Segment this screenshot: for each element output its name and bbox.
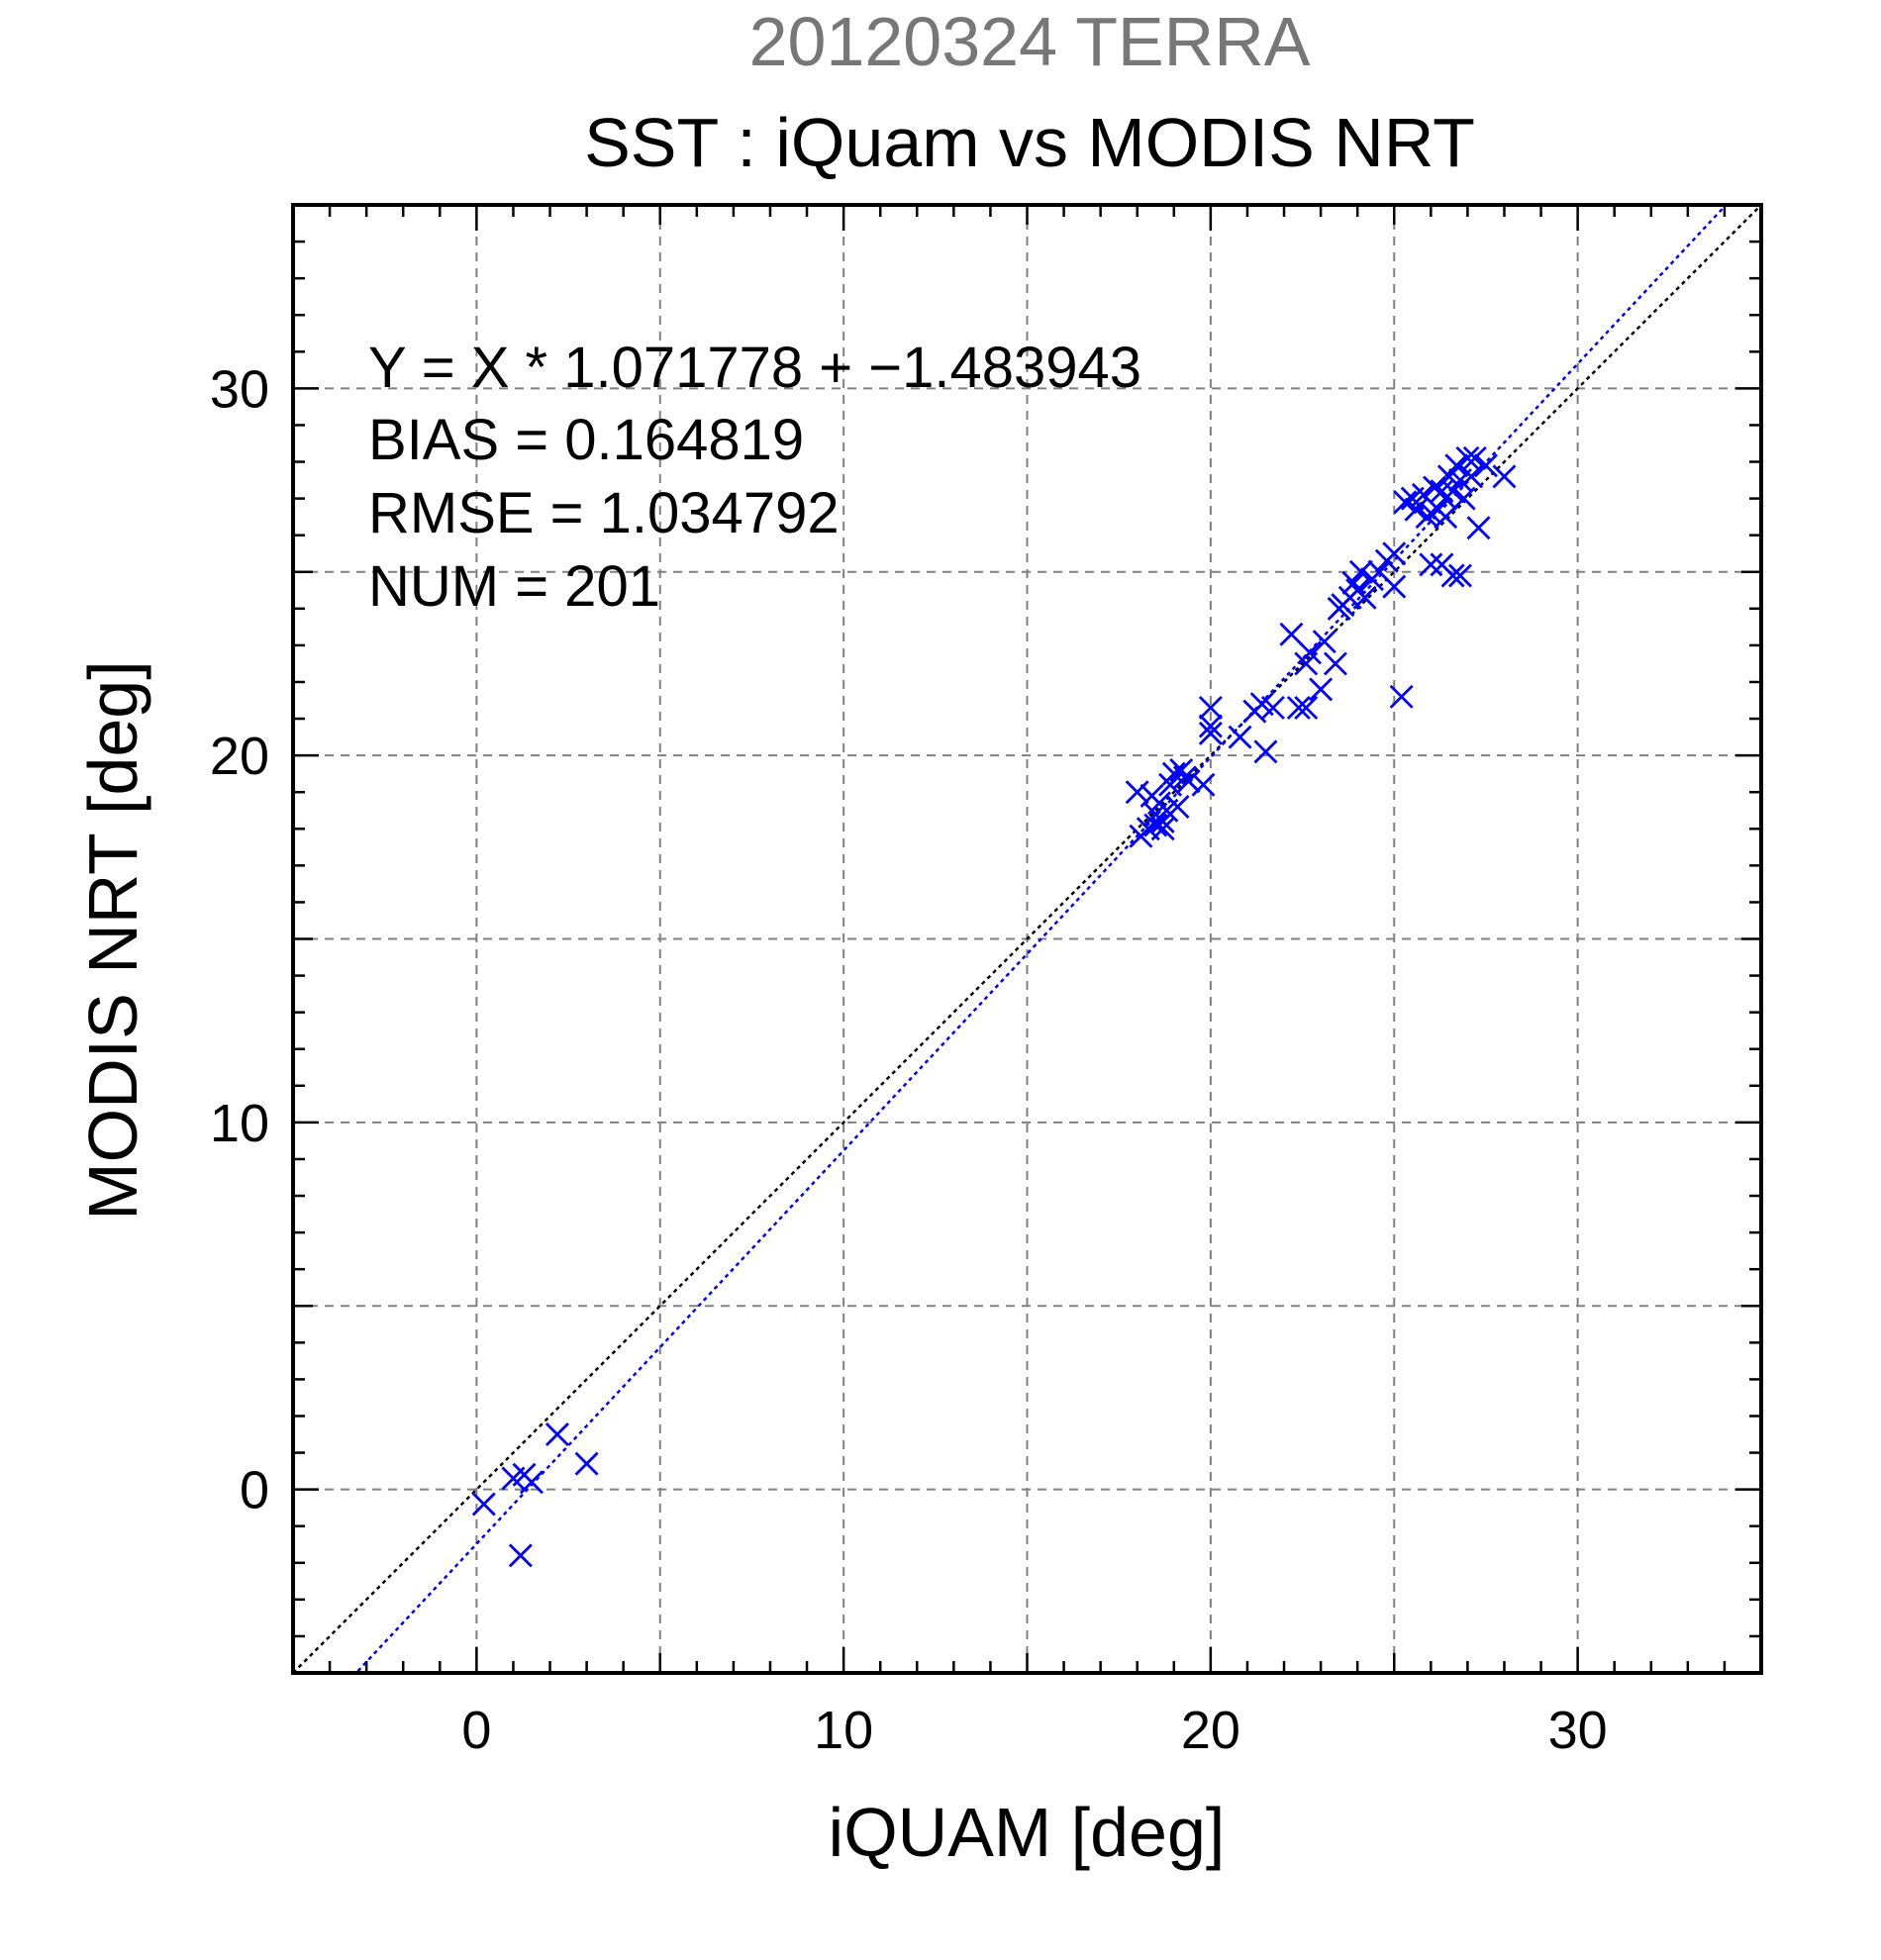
data-point — [1466, 516, 1491, 540]
data-point — [1253, 739, 1278, 764]
data-point — [1143, 813, 1168, 837]
regression-line — [354, 205, 1729, 1673]
data-point — [1447, 563, 1472, 588]
data-point — [1393, 490, 1418, 515]
data-point — [1286, 695, 1311, 720]
data-point — [519, 1470, 544, 1495]
regression-equation: Y = X * 1.071778 + −1.483943 — [368, 336, 1141, 400]
data-point — [1125, 780, 1149, 805]
data-point — [1444, 453, 1469, 478]
data-point — [1198, 714, 1223, 738]
data-point — [1352, 585, 1377, 610]
reference-lines — [293, 205, 1761, 1673]
data-point — [544, 1422, 569, 1446]
data-point — [1451, 486, 1476, 511]
chart-title: SST : iQuam vs MODIS NRT — [584, 104, 1475, 181]
data-point — [1341, 570, 1366, 595]
data-point — [1473, 453, 1498, 478]
data-point — [1415, 505, 1439, 530]
data-point — [1312, 630, 1336, 654]
x-tick-label: 10 — [814, 1701, 873, 1760]
y-tick-labels: 0 10 20 30 — [210, 359, 269, 1519]
grid — [293, 205, 1761, 1673]
plot-frame — [291, 203, 1763, 1675]
data-point — [1404, 497, 1429, 522]
data-point — [574, 1451, 599, 1476]
data-point — [1430, 479, 1454, 504]
data-point — [1279, 622, 1304, 646]
data-point — [1198, 695, 1223, 720]
data-point — [1165, 795, 1190, 820]
x-tick-label: 20 — [1181, 1701, 1240, 1760]
data-point — [508, 1543, 533, 1568]
data-points — [471, 445, 1517, 1568]
x-tick-label: 30 — [1548, 1701, 1608, 1760]
rmse-value: RMSE = 1.034792 — [368, 481, 840, 545]
identity-line — [293, 205, 1761, 1673]
data-point — [1198, 721, 1223, 745]
x-axis-label: iQUAM [deg] — [829, 1794, 1226, 1871]
data-point — [1455, 445, 1480, 470]
data-point — [1462, 445, 1487, 470]
x-tick-label: 0 — [461, 1701, 491, 1760]
data-point — [1348, 559, 1373, 584]
data-point — [471, 1492, 496, 1517]
data-point — [1176, 769, 1201, 794]
data-point — [1459, 464, 1484, 489]
data-point — [1228, 725, 1252, 749]
data-point — [1309, 677, 1334, 702]
data-point — [1440, 479, 1465, 504]
y-tick-label: 20 — [210, 727, 269, 786]
data-point — [1297, 640, 1322, 665]
bias-value: BIAS = 0.164819 — [368, 408, 804, 472]
y-tick-label: 10 — [210, 1094, 269, 1153]
data-point — [1294, 695, 1319, 720]
y-tick-label: 0 — [240, 1461, 269, 1520]
data-point — [1389, 684, 1414, 709]
data-point — [1260, 695, 1285, 720]
data-point — [1430, 552, 1454, 577]
data-point — [1419, 552, 1443, 577]
data-point — [1323, 651, 1347, 676]
x-tick-labels: 0 10 20 30 — [461, 1701, 1607, 1760]
data-point — [1382, 541, 1407, 566]
data-point — [1169, 757, 1194, 782]
data-point — [1150, 817, 1175, 841]
stats-box: Y = X * 1.071778 + −1.483943 BIAS = 0.16… — [368, 336, 1141, 619]
data-point — [1434, 505, 1458, 530]
y-tick-label: 30 — [210, 359, 269, 419]
chart-subtitle: 20120324 TERRA — [749, 3, 1311, 80]
data-point — [1191, 772, 1216, 797]
data-point — [1382, 574, 1407, 599]
y-axis-label: MODIS NRT [deg] — [74, 660, 151, 1220]
data-point — [1492, 464, 1517, 489]
num-value: NUM = 201 — [368, 554, 660, 619]
